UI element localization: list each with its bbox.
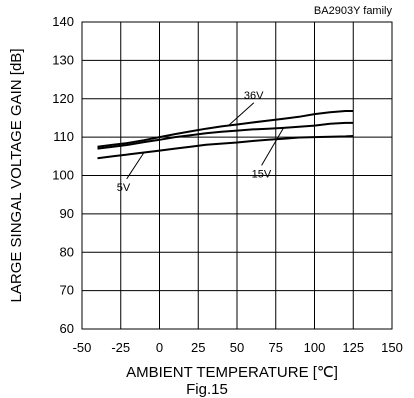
series-label: 15V	[252, 168, 272, 180]
x-tick-label: 100	[304, 340, 326, 355]
x-tick-label: 125	[342, 340, 364, 355]
y-axis-title: LARGE SINGAL VOLTAGE GAIN [dB]	[8, 49, 25, 303]
x-tick-label: -25	[111, 340, 130, 355]
figure-caption: Fig.15	[186, 381, 228, 398]
x-tick-label: 0	[156, 340, 163, 355]
y-tick-label: 130	[52, 52, 74, 67]
y-tick-label: 110	[53, 129, 74, 144]
series-line-5v	[97, 135, 354, 160]
chart-annotation: BA2903Y family	[314, 5, 393, 17]
x-tick-label: -50	[73, 340, 92, 355]
series-label: 36V	[244, 90, 264, 102]
x-tick-label: 25	[191, 340, 205, 355]
y-tick-label: 60	[60, 321, 74, 336]
label-leader-line	[228, 102, 255, 126]
series-labels: 36V 15V 5V	[117, 90, 284, 194]
label-leader-line	[261, 127, 284, 166]
y-tick-label: 140	[52, 14, 74, 29]
plot-frame	[81, 21, 393, 330]
y-tick-labels: 60 70 80 90 100 110 120 130 140	[52, 14, 74, 336]
y-tick-label: 100	[52, 168, 74, 183]
y-tick-label: 120	[52, 91, 74, 106]
series-label: 5V	[117, 182, 131, 194]
series-group	[97, 110, 354, 160]
x-tick-label: 50	[230, 340, 244, 355]
series-line-36v	[97, 110, 354, 148]
y-tick-label: 80	[60, 244, 74, 259]
x-tick-label: 150	[381, 340, 403, 355]
label-leader-line	[126, 152, 145, 180]
y-tick-label: 90	[60, 206, 74, 221]
x-tick-label: 75	[269, 340, 283, 355]
series-line-15v	[97, 121, 354, 150]
y-tick-label: 70	[60, 283, 74, 298]
x-axis-title: AMBIENT TEMPERATURE [℃]	[126, 364, 338, 381]
x-tick-labels: -50 -25 0 25 50 75 100 125 150	[73, 340, 403, 355]
